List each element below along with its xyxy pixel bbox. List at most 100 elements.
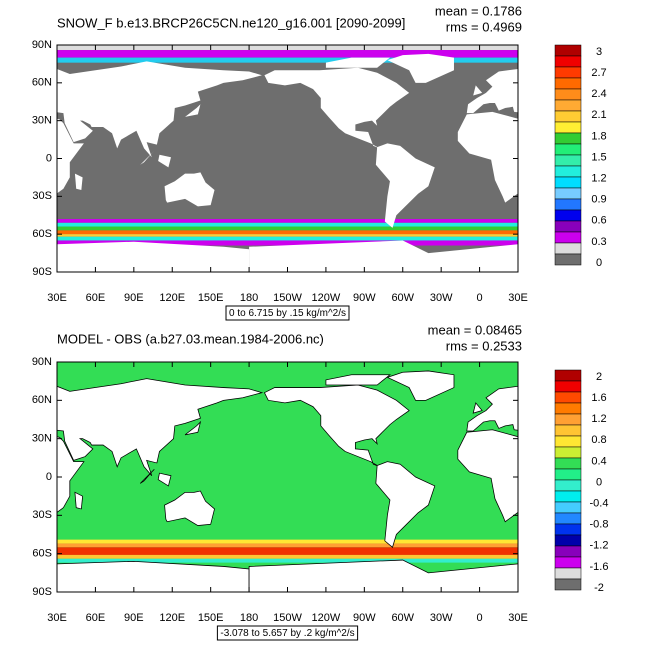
colorbar-box [554,55,582,68]
colorbar-label: 0 [596,476,602,488]
colorbar-box [554,578,582,591]
lon-label: 60E [86,612,106,624]
colorbar-box [554,176,582,189]
lon-label: 30W [430,612,453,624]
lon-label: 60W [391,292,414,304]
colorbar-box [554,253,582,266]
colorbar-label: -2 [594,582,604,594]
colorbar-box [554,479,582,492]
lon-label: 30W [430,292,453,304]
colorbar-box [554,435,582,448]
colorbar-label: 0.4 [591,455,606,467]
lon-label: 90E [124,292,144,304]
lon-label: 120W [312,612,341,624]
colorbar-label: -0.4 [590,498,609,510]
colorbar-label: 3 [596,46,602,58]
lon-label: 90W [353,612,376,624]
range-note: -3.078 to 5.657 by .2 kg/m^2/s [220,628,354,639]
colorbar-box [554,66,582,79]
colorbar-box [554,457,582,470]
lon-label: 120W [312,292,341,304]
colorbar-box [554,468,582,481]
colorbar-box [554,165,582,178]
colorbar-box [554,242,582,255]
lon-label: 30E [508,612,528,624]
colorbar-label: 1.2 [591,413,606,425]
colorbar-box [554,88,582,101]
range-box [216,625,359,641]
colorbar-box [554,402,582,415]
colorbar-label: 0 [596,257,602,269]
lon-label: 30E [47,612,67,624]
lat-label: 30S [32,509,52,521]
colorbar-label: 0.9 [591,194,606,206]
colorbar-box [554,556,582,569]
colorbar-box [554,132,582,145]
rms-stat: rms = 0.4969 [446,19,522,34]
colorbar-label: -0.8 [590,519,609,531]
range-box [225,305,350,321]
lon-label: 150W [273,612,302,624]
lat-label: 0 [46,152,52,164]
mean-stat: mean = 0.08465 [428,322,522,337]
colorbar-box [554,369,582,382]
lon-label: 30E [508,292,528,304]
colorbar-label: -1.2 [590,540,609,552]
lat-label: 90S [32,586,52,598]
panel-title: SNOW_F b.e13.BRCP26C5CN.ne120_g16.001 [2… [57,15,405,30]
colorbar-box [554,209,582,222]
colorbar-label: 2.1 [591,109,606,121]
colorbar-label: 0.3 [591,236,606,248]
lat-label: 90S [32,266,52,278]
lat-label: 90N [32,39,52,51]
colorbar-label: 0.6 [591,215,606,227]
lat-label: 30S [32,190,52,202]
colorbar-label: 2 [596,371,602,383]
lon-label: 180 [240,612,258,624]
lat-label: 60S [32,548,52,560]
colorbar-box [554,187,582,200]
lon-label: 60E [86,292,106,304]
colorbar-label: 1.2 [591,173,606,185]
colorbar-box [554,490,582,503]
colorbar-box [554,534,582,547]
colorbar-box [554,154,582,167]
colorbar-label: 2.4 [591,88,606,100]
range-note: 0 to 6.715 by .15 kg/m^2/s [229,308,346,319]
colorbar-box [554,413,582,426]
colorbar-box [554,567,582,580]
lon-label: 120E [159,292,185,304]
colorbar-box [554,99,582,112]
colorbar-box [554,424,582,437]
lon-label: 90E [124,612,144,624]
lat-label: 90N [32,356,52,368]
colorbar-box [554,523,582,536]
lat-label: 60N [32,394,52,406]
colorbar-label: 1.6 [591,392,606,404]
lat-label: 60S [32,228,52,240]
rms-stat: rms = 0.2533 [446,338,522,353]
lon-label: 30E [47,292,67,304]
colorbar-box [554,545,582,558]
lat-label: 60N [32,77,52,89]
colorbar-label: 1.5 [591,151,606,163]
colorbar-box [554,44,582,57]
colorbar-label: 0.8 [591,434,606,446]
panel-title: MODEL - OBS (a.b27.03.mean.1984-2006.nc) [57,331,324,346]
lat-label: 30N [32,433,52,445]
lon-label: 120E [159,612,185,624]
lat-label: 30N [32,115,52,127]
lon-label: 90W [353,292,376,304]
colorbar-box [554,121,582,134]
map-top [57,45,518,272]
colorbar-box [554,391,582,404]
lon-label: 150E [198,292,224,304]
colorbar-label: -1.6 [590,561,609,573]
colorbar-box [554,512,582,525]
colorbar-box [554,77,582,90]
lon-label: 0 [477,612,483,624]
colorbar-box [554,231,582,244]
lon-label: 150E [198,612,224,624]
lon-label: 60W [391,612,414,624]
